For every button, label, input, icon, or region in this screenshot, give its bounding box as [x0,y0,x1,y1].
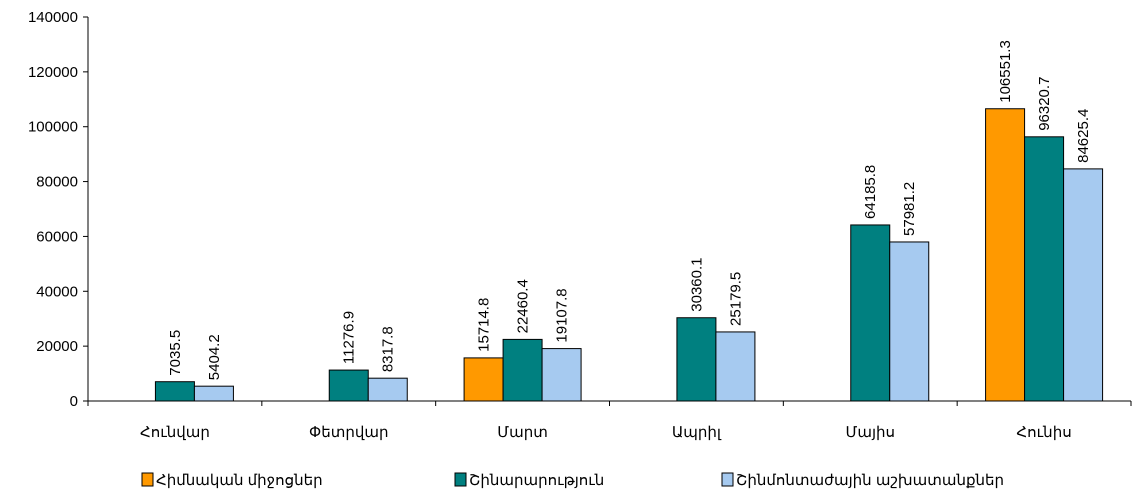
x-tick-label: Ապրիլ [672,424,722,441]
x-tick-label: Փետրվար [309,424,388,441]
x-tick-label: Մարտ [497,424,548,441]
x-tick-label: Հունվար [140,424,210,441]
y-tick-label: 0 [70,393,78,410]
data-label: 84625.4 [1075,109,1092,163]
legend-swatch [141,472,154,487]
bar [715,331,756,402]
data-label: 30360.1 [688,257,705,311]
bar [193,385,234,402]
data-label: 57981.2 [901,182,918,236]
bar [1024,136,1065,402]
bars [154,108,1104,402]
y-tick-label: 20000 [36,338,78,355]
y-tick-label: 80000 [36,174,78,191]
y-tick-label: 40000 [36,283,78,300]
x-tick-label: Մայիս [845,424,895,441]
bar [850,224,891,402]
bar [1063,168,1104,402]
axes: 0 20000 40000 60000 80000 100000 120000 140000 Հ… [28,9,1132,441]
legend-swatch [721,472,734,487]
bar [154,381,195,402]
data-label: 7035.5 [167,330,184,376]
data-label: 5404.2 [206,334,223,380]
legend-swatch [454,472,467,487]
bar [676,317,717,402]
legend-label: Շինմոնտաժային աշխատանքներ [736,472,1004,489]
data-label: 22460.4 [515,279,532,333]
y-tick-label: 100000 [28,119,78,136]
bar [502,338,543,402]
data-label: 96320.7 [1036,77,1053,131]
legend-label: Շինարարություն [469,472,604,489]
x-tick-label: Հունիս [1016,424,1071,441]
bar [463,357,504,402]
y-tick-label: 60000 [36,228,78,245]
data-label: 64185.8 [862,165,879,219]
data-label: 8317.8 [380,326,397,372]
data-label: 106551.3 [997,40,1014,103]
data-label: 25179.5 [727,272,744,326]
data-label: 15714.8 [476,298,493,352]
legend: Հիմնական միջոցներ Շինարարություն Շինմոնտաժ… [141,472,1004,489]
bar [328,369,369,402]
legend-label: Հիմնական միջոցներ [156,472,323,489]
y-tick-label: 120000 [28,64,78,81]
bar [541,348,582,402]
bar [889,241,930,402]
data-labels: 15714.8 106551.3 7035.5 11276.9 22460.4 30360… [167,40,1092,380]
y-tick-label: 140000 [28,9,78,26]
data-label: 11276.9 [341,311,358,364]
data-label: 19107.8 [554,288,571,342]
bar [985,108,1026,402]
bar [367,377,408,402]
